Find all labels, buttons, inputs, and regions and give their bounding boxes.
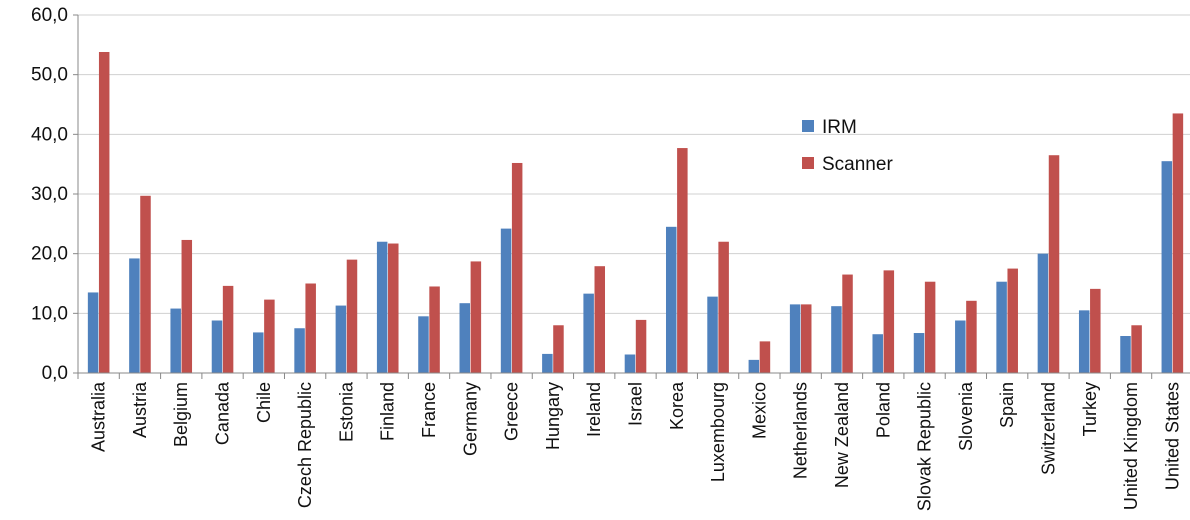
y-tick-label: 0,0	[42, 363, 68, 384]
bar-scanner-estonia	[346, 259, 358, 373]
bar-irm-greece	[500, 228, 512, 373]
category-label: Finland	[378, 382, 398, 441]
category-label: Chile	[254, 382, 274, 423]
y-tick-label: 10,0	[31, 303, 68, 324]
category-label: United States	[1162, 382, 1182, 490]
category-label: Netherlands	[791, 382, 811, 479]
bar-irm-spain	[996, 281, 1007, 373]
bar-scanner-switzerland	[1048, 155, 1060, 373]
category-label: Slovak Republic	[915, 382, 935, 511]
category-label: Luxembourg	[708, 382, 728, 482]
y-tick-label: 40,0	[31, 124, 68, 145]
bar-irm-estonia	[335, 305, 347, 373]
bar-irm-slovenia	[955, 320, 966, 373]
bar-scanner-czech-republic	[305, 283, 316, 373]
category-label: France	[419, 382, 439, 438]
bar-irm-united-kingdom	[1120, 336, 1131, 373]
bar-scanner-greece	[511, 162, 523, 373]
bar-scanner-germany	[470, 261, 482, 373]
x-axis-ticks	[77, 373, 1153, 379]
bar-scanner-korea	[677, 148, 688, 373]
legend-label-irm: IRM	[822, 117, 857, 138]
bar-irm-finland	[376, 241, 388, 373]
y-axis-ticks: 0,0 10,0 20,0 30,0 40,0 50,0 60,0	[31, 5, 78, 384]
bar-scanner-chile	[264, 299, 275, 373]
bar-irm-canada	[211, 320, 223, 373]
bar-scanner-israel	[635, 319, 647, 373]
bar-irm-hungary	[542, 353, 553, 373]
bar-scanner-poland	[883, 270, 895, 373]
legend-swatch-irm	[802, 120, 814, 132]
bar-irm-netherlands	[789, 304, 801, 373]
category-labels: Australia Austria Belgium Canada Chile Czech …	[89, 381, 1183, 511]
bar-irm-new-zealand	[831, 306, 842, 373]
bar-scanner-finland	[388, 243, 399, 373]
legend: IRM Scanner	[802, 117, 893, 175]
category-label: Switzerland	[1038, 382, 1058, 475]
bar-scanner-spain	[1007, 268, 1018, 373]
bar-irm-mexico	[748, 359, 760, 373]
bar-irm-poland	[872, 334, 883, 373]
category-label: Ireland	[584, 382, 604, 437]
category-label: Poland	[873, 382, 893, 438]
bar-irm-belgium	[170, 308, 181, 373]
bar-scanner-belgium	[181, 239, 193, 373]
bar-irm-united-states	[1161, 161, 1173, 373]
bar-scanner-mexico	[759, 341, 771, 373]
category-label: Belgium	[171, 382, 191, 447]
y-tick-label: 50,0	[31, 65, 68, 86]
category-label: Israel	[626, 382, 646, 426]
bar-scanner-new-zealand	[842, 274, 853, 373]
y-tick-label: 30,0	[31, 184, 68, 205]
bar-scanner-luxembourg	[718, 241, 729, 373]
bar-scanner-slovenia	[966, 300, 977, 373]
bar-irm-korea	[665, 226, 677, 373]
bar-irm-luxembourg	[707, 296, 718, 373]
category-label: Spain	[997, 382, 1017, 428]
category-label: Mexico	[749, 382, 769, 439]
legend-swatch-scanner	[802, 157, 814, 169]
category-label: Greece	[502, 382, 522, 441]
y-tick-label: 60,0	[31, 5, 68, 26]
bar-scanner-france	[429, 286, 440, 373]
bar-irm-chile	[253, 332, 264, 373]
bar-scanner-united-states	[1172, 113, 1184, 373]
bar-irm-australia	[87, 292, 99, 373]
bar-irm-czech-republic	[294, 328, 305, 373]
bar-scanner-canada	[222, 285, 234, 373]
bar-scanner-united-kingdom	[1131, 325, 1142, 373]
bar-scanner-netherlands	[800, 304, 812, 373]
bar-irm-turkey	[1078, 310, 1090, 373]
bar-scanner-slovak-republic	[924, 281, 936, 373]
category-label: Austria	[130, 381, 150, 438]
bar-scanner-turkey	[1090, 288, 1101, 373]
bar-irm-ireland	[583, 293, 594, 373]
y-tick-label: 20,0	[31, 244, 68, 265]
bar-scanner-australia	[98, 51, 110, 373]
bar-irm-austria	[129, 258, 140, 373]
category-label: New Zealand	[832, 382, 852, 488]
legend-label-scanner: Scanner	[822, 154, 893, 175]
category-label: Australia	[89, 381, 109, 452]
category-label: Korea	[667, 381, 687, 430]
category-label: Slovenia	[956, 381, 976, 451]
category-label: Turkey	[1080, 382, 1100, 436]
bar-scanner-austria	[140, 195, 151, 373]
gridlines	[78, 14, 1190, 314]
category-label: Canada	[213, 381, 233, 445]
bar-irm-switzerland	[1037, 253, 1049, 373]
bar-scanner-ireland	[594, 266, 606, 373]
bar-irm-israel	[624, 354, 636, 373]
bar-scanner-hungary	[553, 325, 564, 373]
category-label: Hungary	[543, 382, 563, 450]
category-label: Czech Republic	[295, 382, 315, 508]
category-label: Germany	[460, 382, 480, 456]
bar-irm-germany	[459, 303, 471, 373]
bars	[87, 51, 1184, 373]
bar-irm-slovak-republic	[913, 333, 925, 373]
category-label: United Kingdom	[1121, 382, 1141, 510]
bar-irm-france	[418, 316, 429, 373]
category-label: Estonia	[336, 381, 356, 442]
